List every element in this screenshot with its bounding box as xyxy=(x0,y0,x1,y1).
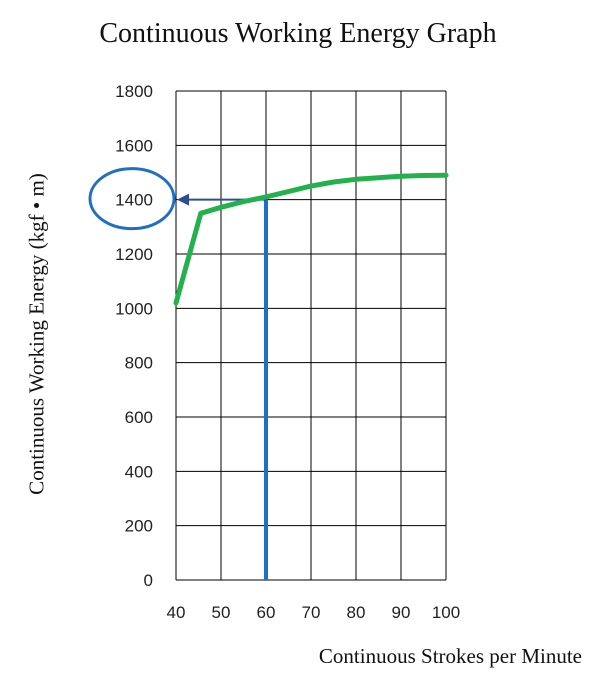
y-axis-ticks: 0 200 400 600 800 1000 1200 1400 1600 1800 xyxy=(115,82,153,590)
x-tick-label: 60 xyxy=(257,603,276,622)
reference-annotations xyxy=(88,167,268,580)
y-tick-label: 0 xyxy=(144,571,153,590)
reference-arrowhead xyxy=(177,193,189,206)
x-tick-label: 90 xyxy=(392,603,411,622)
x-tick-label: 50 xyxy=(212,603,231,622)
series-layer xyxy=(173,172,449,306)
x-tick-label: 80 xyxy=(347,603,366,622)
y-tick-label: 1800 xyxy=(115,82,153,101)
x-axis-ticks: 40 50 60 70 80 90 100 xyxy=(167,603,461,622)
x-tick-label: 40 xyxy=(167,603,186,622)
y-tick-label: 200 xyxy=(125,517,153,536)
x-tick-label: 70 xyxy=(302,603,321,622)
y-tick-label: 1400 xyxy=(115,191,153,210)
x-tick-label: 100 xyxy=(432,603,460,622)
y-tick-label: 1200 xyxy=(115,245,153,264)
highlight-circle xyxy=(88,167,176,231)
chart-title: Continuous Working Energy Graph xyxy=(99,18,497,49)
chart-grid xyxy=(175,90,447,581)
y-tick-label: 400 xyxy=(125,462,153,481)
y-tick-label: 1000 xyxy=(115,299,153,318)
y-tick-label: 800 xyxy=(125,354,153,373)
y-tick-label: 600 xyxy=(125,408,153,427)
y-tick-label: 1600 xyxy=(115,136,153,155)
x-axis-label: Continuous Strokes per Minute xyxy=(318,644,582,668)
